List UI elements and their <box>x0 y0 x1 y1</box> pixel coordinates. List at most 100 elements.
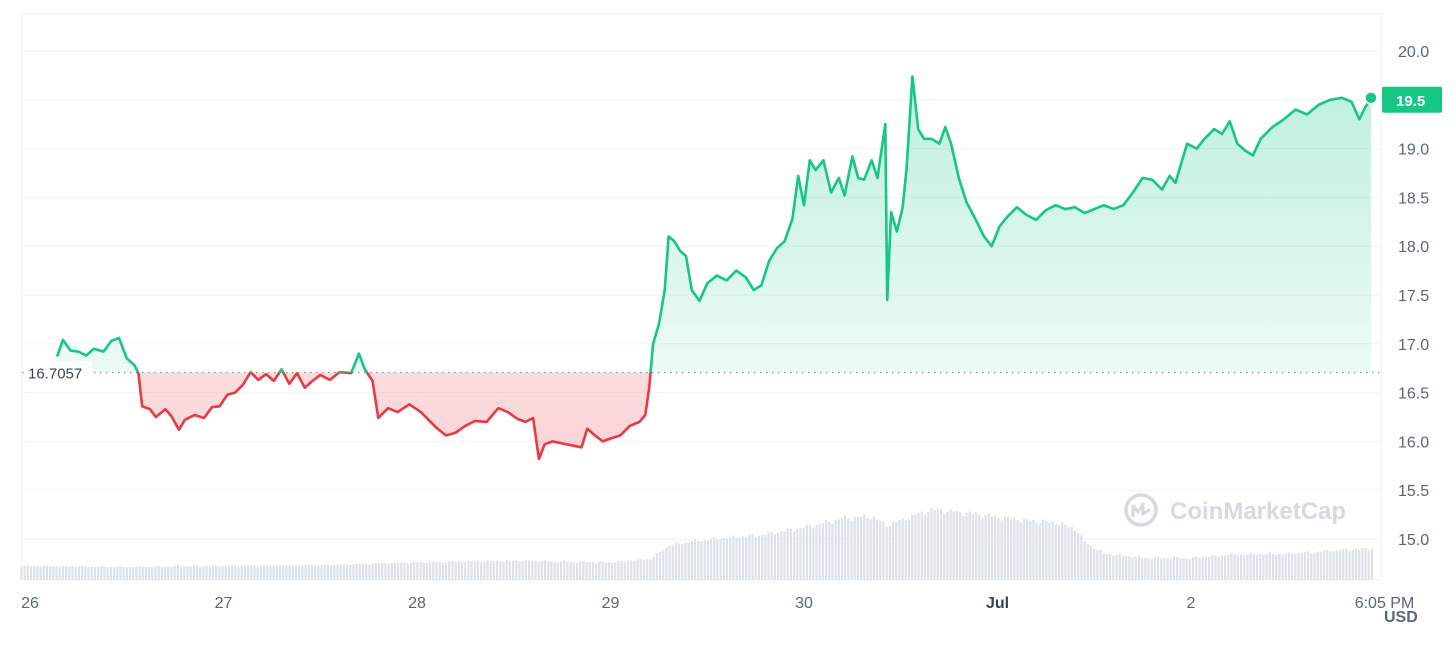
volume-bar <box>799 527 802 580</box>
volume-bar <box>949 509 952 580</box>
volume-bar <box>981 518 984 580</box>
volume-bar <box>58 566 61 580</box>
volume-bar <box>901 518 904 580</box>
volume-bar <box>633 560 636 580</box>
volume-bar <box>1319 551 1322 580</box>
volume-bar <box>135 566 138 580</box>
volume-bar <box>1367 549 1370 580</box>
volume-bar <box>422 562 425 580</box>
volume-bar <box>1137 556 1140 580</box>
volume-bar <box>253 565 256 580</box>
volume-bar <box>221 566 224 580</box>
volume-bar <box>911 514 914 580</box>
volume-bar <box>990 516 994 580</box>
volume-bar <box>1150 558 1153 580</box>
volume-bar <box>151 566 154 580</box>
volume-bar <box>946 511 949 580</box>
volume-bar <box>275 566 278 580</box>
volume-bar <box>1172 557 1176 580</box>
volume-bar <box>444 562 448 580</box>
volume-bar <box>266 565 269 580</box>
volume-bar <box>524 559 527 580</box>
volume-bar <box>163 566 167 580</box>
volume-bar <box>119 566 122 580</box>
volume-bar <box>1230 553 1233 580</box>
y-tick-label: 19.0 <box>1398 142 1429 159</box>
volume-bar <box>323 564 326 580</box>
volume-bar <box>646 559 649 580</box>
volume-bar <box>365 563 368 580</box>
volume-bar <box>569 561 572 580</box>
x-tick-label: Jul <box>986 595 1009 612</box>
volume-bar <box>1185 558 1188 580</box>
volume-bar <box>512 560 515 580</box>
volume-bar <box>1006 516 1010 580</box>
volume-bar <box>1057 525 1061 580</box>
volume-bar <box>374 563 377 580</box>
watermark-text: CoinMarketCap <box>1170 498 1346 525</box>
volume-bar <box>285 565 288 580</box>
volume-bar <box>882 521 885 580</box>
volume-bar <box>607 562 610 580</box>
volume-bar <box>227 565 231 580</box>
volume-bar <box>971 513 974 580</box>
volume-bar <box>709 538 713 580</box>
volume-bar <box>652 556 655 580</box>
volume-bar <box>665 547 668 580</box>
volume-bar <box>786 528 789 580</box>
volume-bar <box>195 565 199 580</box>
volume-bar <box>863 514 866 580</box>
volume-bar <box>205 566 208 580</box>
volume-bar <box>234 565 237 580</box>
volume-bar <box>904 520 907 580</box>
volume-bar <box>116 566 119 580</box>
volume-bar <box>572 561 575 580</box>
price-line-down <box>136 372 652 461</box>
volume-bar <box>23 565 26 580</box>
volume-bar <box>601 561 604 580</box>
volume-bar <box>678 543 681 580</box>
volume-bar <box>192 565 195 580</box>
volume-bar <box>978 514 981 580</box>
volume-bar <box>304 564 307 580</box>
volume-bar <box>936 508 939 580</box>
volume-bar <box>955 510 959 580</box>
volume-bar <box>914 515 917 580</box>
volume-bar <box>840 518 844 580</box>
volume-bar <box>828 521 831 580</box>
volume-bar <box>1223 555 1227 580</box>
volume-bar <box>1326 549 1329 580</box>
volume-bar <box>1147 558 1150 580</box>
volume-bar <box>898 520 901 580</box>
volume-bar <box>741 536 745 580</box>
volume-bar <box>1195 556 1198 580</box>
volume-bar <box>764 534 767 580</box>
volume-bar <box>1370 548 1374 580</box>
volume-bar <box>1086 544 1089 580</box>
volume-bar <box>355 563 358 580</box>
volume-bar <box>729 536 732 580</box>
volume-bar <box>454 561 457 580</box>
volume-bar <box>1252 554 1255 580</box>
volume-bar <box>1026 518 1029 580</box>
volume-bar <box>269 564 272 580</box>
x-tick-label: 30 <box>795 595 813 612</box>
volume-bar <box>52 566 55 580</box>
volume-bar <box>1227 555 1230 580</box>
volume-bar <box>690 541 694 580</box>
volume-bar <box>179 566 183 580</box>
volume-bar <box>1211 555 1214 580</box>
volume-bar <box>939 509 943 580</box>
volume-bar <box>148 566 151 580</box>
y-tick-label: 18.5 <box>1398 190 1429 207</box>
volume-bar <box>224 565 227 580</box>
volume-bar <box>620 560 623 580</box>
volume-bar <box>1112 555 1115 580</box>
volume-bar <box>413 562 416 580</box>
volume-bar <box>655 552 658 580</box>
x-axis: 26 27 28 29 30 Jul 2 6:05 PM <box>21 595 1414 612</box>
volume-bar <box>965 513 968 580</box>
volume-bar <box>1284 553 1287 580</box>
volume-bar <box>486 560 489 580</box>
volume-bar <box>693 539 697 580</box>
